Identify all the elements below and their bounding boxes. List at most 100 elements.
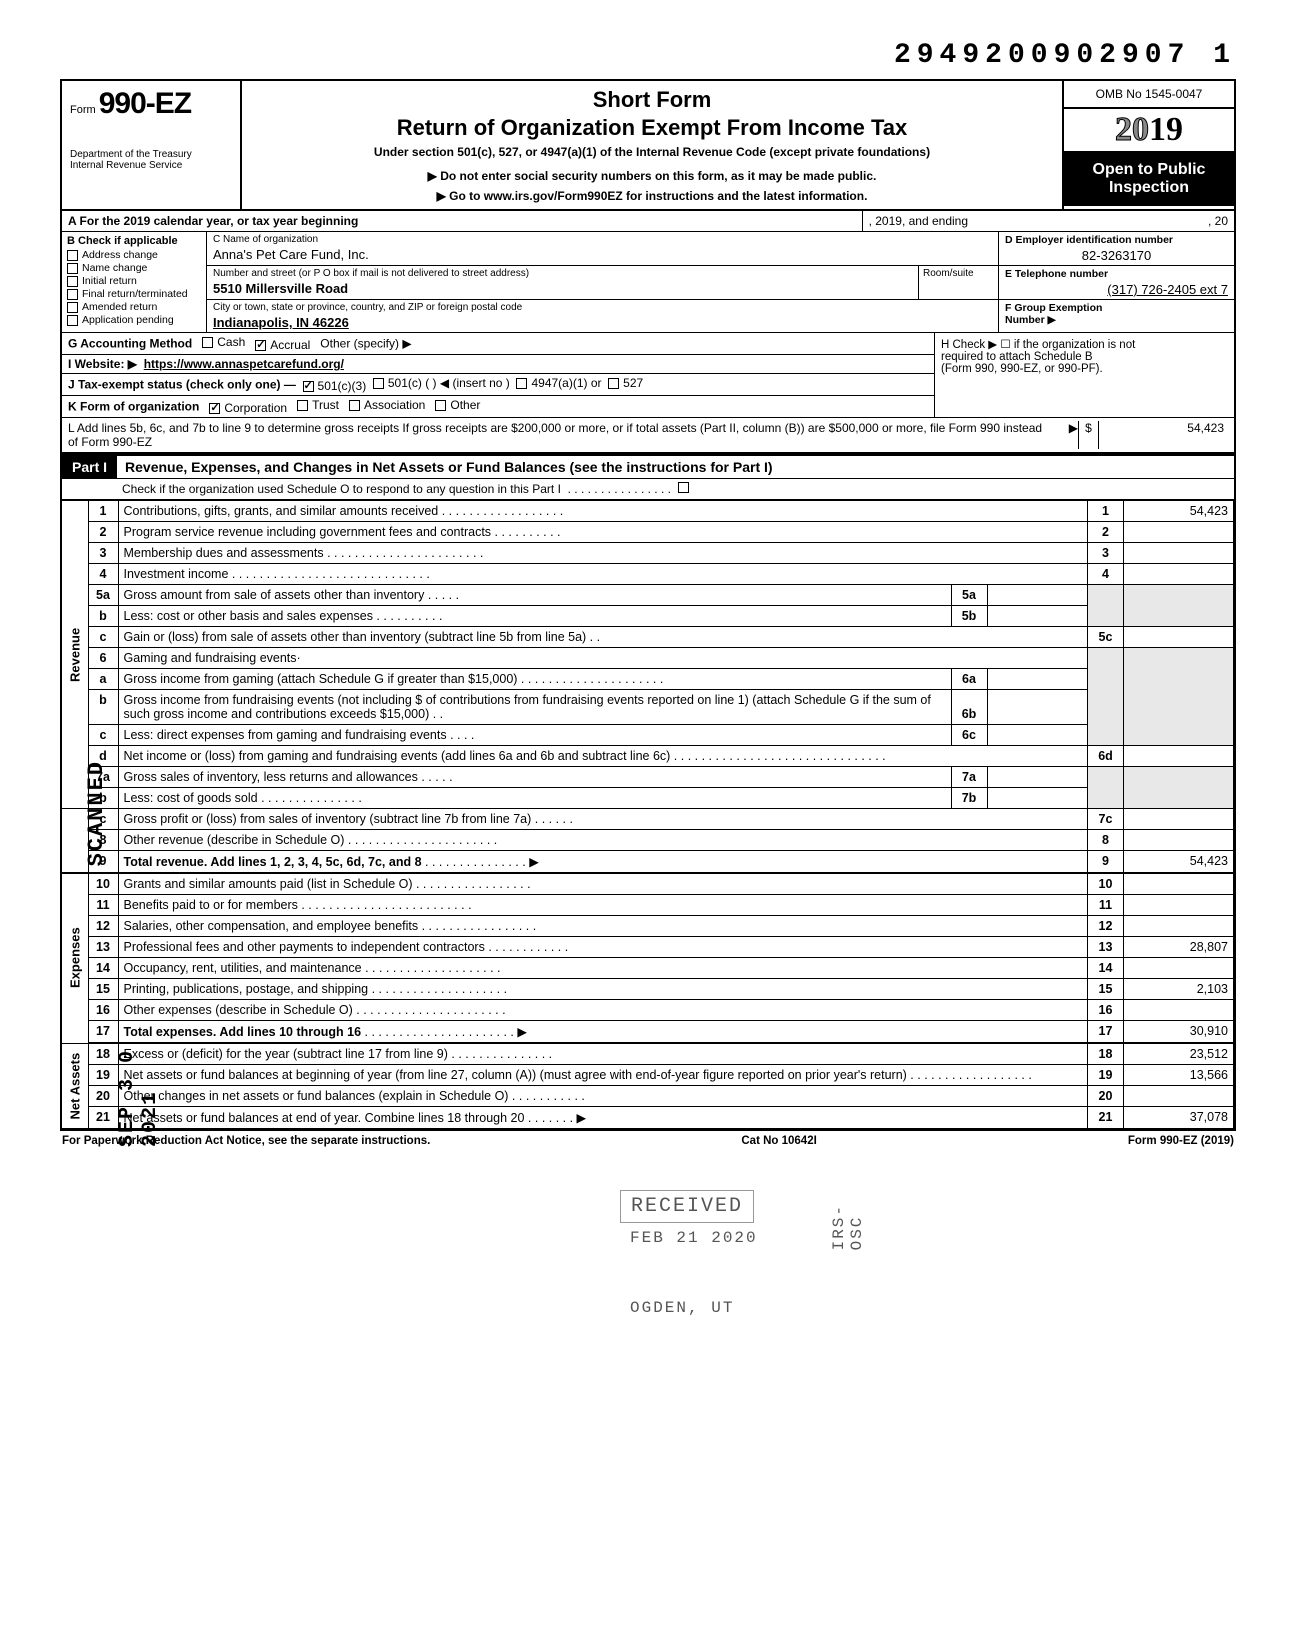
footer-center: Cat No 10642I xyxy=(741,1135,816,1147)
line-desc: Membership dues and assessments . . . . … xyxy=(118,543,1088,564)
line-col: 15 xyxy=(1088,979,1124,1000)
checkbox-cash[interactable] xyxy=(202,337,213,348)
line-desc: Other revenue (describe in Schedule O) .… xyxy=(118,830,1088,851)
line-desc: Other expenses (describe in Schedule O) … xyxy=(118,1000,1088,1021)
chk-name: Name change xyxy=(82,262,147,274)
phone-block: E Telephone number (317) 726-2405 ext 7 xyxy=(999,266,1234,299)
checkbox-4947[interactable] xyxy=(516,378,527,389)
checkbox-sched-o[interactable] xyxy=(678,482,689,493)
line-desc: Printing, publications, postage, and shi… xyxy=(118,979,1088,1000)
line-col: 19 xyxy=(1088,1065,1124,1086)
row-g: G Accounting Method Cash ✓ Accrual Other… xyxy=(62,333,934,355)
year-bold: 19 xyxy=(1149,111,1183,148)
city-label: City or town, state or province, country… xyxy=(213,302,992,313)
line-desc: Gross amount from sale of assets other t… xyxy=(118,585,1088,606)
line-val: 2,103 xyxy=(1124,979,1234,1000)
line-val xyxy=(1124,1000,1234,1021)
line-num: c xyxy=(88,627,118,648)
document-id: 2949200902907 1 xyxy=(60,40,1236,71)
g-label: G Accounting Method xyxy=(68,337,192,351)
line-num: b xyxy=(88,606,118,627)
other-label: Other (specify) ▶ xyxy=(320,337,411,351)
col-b: B Check if applicable Address change Nam… xyxy=(62,232,207,332)
line-l-text: L Add lines 5b, 6c, and 7b to line 9 to … xyxy=(68,421,1048,449)
line-col: 16 xyxy=(1088,1000,1124,1021)
checkbox[interactable] xyxy=(67,315,78,326)
inner-val xyxy=(987,690,1087,724)
website-value: https://www.annaspetcarefund.org/ xyxy=(144,357,344,371)
expenses-side-label: Expenses xyxy=(62,873,88,1043)
part-i-bar: Part I Revenue, Expenses, and Changes in… xyxy=(62,454,1234,479)
line-val: 54,423 xyxy=(1124,501,1234,522)
line-num: a xyxy=(88,669,118,690)
inspection: Inspection xyxy=(1068,179,1230,197)
line-desc: Gross profit or (loss) from sales of inv… xyxy=(118,809,1088,830)
line-col: 12 xyxy=(1088,916,1124,937)
row-j: J Tax-exempt status (check only one) — ✓… xyxy=(62,374,934,396)
line-col: 6d xyxy=(1088,746,1124,767)
inner-num: 6c xyxy=(951,725,987,745)
dept-irs: Internal Revenue Service xyxy=(70,160,232,171)
k-label: K Form of organization xyxy=(68,400,199,414)
d-label: D Employer identification number xyxy=(1005,234,1228,246)
checkbox-other[interactable] xyxy=(435,400,446,411)
checkbox[interactable] xyxy=(67,289,78,300)
line-col: 8 xyxy=(1088,830,1124,851)
line-col: 11 xyxy=(1088,895,1124,916)
f-label: F Group Exemption xyxy=(1005,302,1228,314)
chk-initial: Initial return xyxy=(82,275,137,287)
checkbox[interactable] xyxy=(67,263,78,274)
i-label: I Website: ▶ xyxy=(68,357,137,371)
line-desc: Gaming and fundraising events· xyxy=(118,648,1088,669)
line-desc: Excess or (deficit) for the year (subtra… xyxy=(118,1043,1088,1065)
inner-val xyxy=(987,669,1087,689)
line-num: 3 xyxy=(88,543,118,564)
col-b-label: B Check if applicable xyxy=(67,235,201,247)
checkbox-accrual[interactable]: ✓ xyxy=(255,340,266,351)
line-col: 5c xyxy=(1088,627,1124,648)
city-value: Indianapolis, IN 46226 xyxy=(213,315,992,330)
part-i-title: Revenue, Expenses, and Changes in Net As… xyxy=(117,459,773,475)
checkbox-501c[interactable] xyxy=(373,378,384,389)
line-num: 13 xyxy=(88,937,118,958)
line-val xyxy=(1124,809,1234,830)
sep-date-stamp: SEP 3 0 2021 xyxy=(116,1040,162,1147)
footer-right: Form 990-EZ (2019) xyxy=(1128,1135,1234,1147)
ein-block: D Employer identification number 82-3263… xyxy=(999,232,1234,265)
checkbox-corp[interactable]: ✓ xyxy=(209,403,220,414)
form-header: Form 990-EZ Department of the Treasury I… xyxy=(62,81,1234,211)
checkbox-assoc[interactable] xyxy=(349,400,360,411)
line-col: 1 xyxy=(1088,501,1124,522)
short-form-title: Short Form xyxy=(252,87,1052,113)
checkbox[interactable] xyxy=(67,250,78,261)
line-desc: Gain or (loss) from sale of assets other… xyxy=(118,627,1088,648)
line-desc: Contributions, gifts, grants, and simila… xyxy=(118,501,1088,522)
line-desc: Program service revenue including govern… xyxy=(118,522,1088,543)
checkbox[interactable] xyxy=(67,276,78,287)
line-num: 4 xyxy=(88,564,118,585)
trust-label: Trust xyxy=(312,398,339,412)
checkbox-527[interactable] xyxy=(608,378,619,389)
line-col: 10 xyxy=(1088,873,1124,895)
line-desc: Gross income from fundraising events (no… xyxy=(118,690,1088,725)
line-num: b xyxy=(88,690,118,725)
org-name: Anna's Pet Care Fund, Inc. xyxy=(213,247,992,262)
line-col: 7c xyxy=(1088,809,1124,830)
checkbox-trust[interactable] xyxy=(297,400,308,411)
line-desc: Less: cost or other basis and sales expe… xyxy=(118,606,1088,627)
line-l: L Add lines 5b, 6c, and 7b to line 9 to … xyxy=(62,418,1234,454)
ssn-warning: ▶ Do not enter social security numbers o… xyxy=(252,169,1052,183)
room-suite: Room/suite xyxy=(919,266,999,299)
corp-label: Corporation xyxy=(224,401,287,415)
part-i-sub: Check if the organization used Schedule … xyxy=(62,479,1234,500)
501c3-label: 501(c)(3) xyxy=(318,379,367,393)
netassets-side-label: Net Assets xyxy=(62,1043,88,1129)
line-val-shade xyxy=(1124,767,1234,809)
checkbox-501c3[interactable]: ✓ xyxy=(303,381,314,392)
line-num: 2 xyxy=(88,522,118,543)
line-col: 17 xyxy=(1088,1021,1124,1044)
org-name-block: C Name of organization Anna's Pet Care F… xyxy=(207,232,999,265)
checkbox[interactable] xyxy=(67,302,78,313)
line-desc: Net assets or fund balances at end of ye… xyxy=(118,1107,1088,1129)
chk-amended: Amended return xyxy=(82,301,157,313)
